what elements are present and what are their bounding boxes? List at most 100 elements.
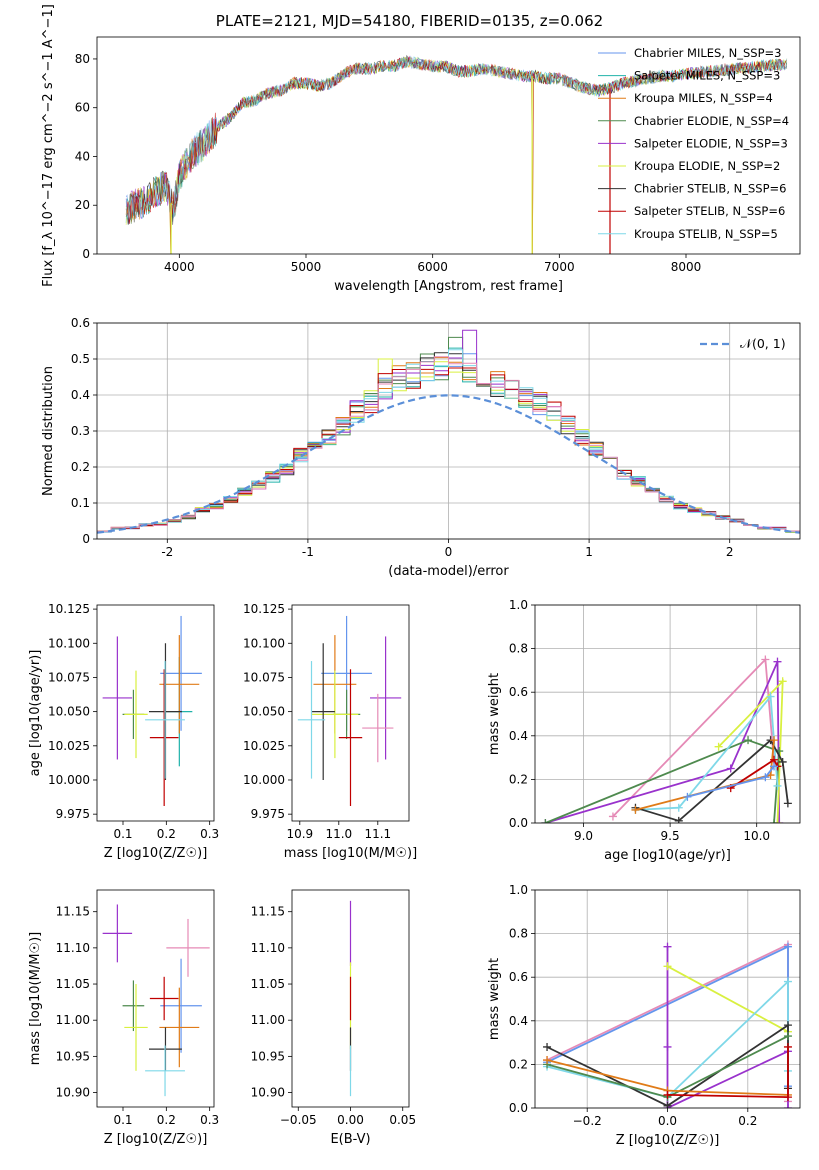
x-tick-label: 0.1 bbox=[113, 1113, 132, 1127]
y-tick-label: 11.10 bbox=[251, 941, 285, 955]
x-tick-label: 11.1 bbox=[364, 827, 391, 841]
x-tick-label: 0.00 bbox=[337, 1113, 364, 1127]
x-tick-label: 10.0 bbox=[743, 829, 770, 843]
axes-frame bbox=[534, 604, 801, 824]
spectrum-line bbox=[125, 56, 788, 220]
y-tick-label: 0.0 bbox=[509, 816, 528, 830]
x-tick-label: 9.5 bbox=[661, 829, 680, 843]
y-tick-label: 0 bbox=[82, 532, 90, 546]
plus-marker bbox=[770, 762, 779, 771]
y-tick-label: 10.000 bbox=[243, 773, 285, 787]
y-tick-label: 0.4 bbox=[71, 388, 90, 402]
mass-vs-z-panel: 0.1 0.2 0.3 10.90 10.95 11.00 11.05 11.10 11.15 Z… bbox=[28, 889, 219, 1147]
y-tick-label: 80 bbox=[75, 52, 90, 66]
y-tick-label: 10.90 bbox=[251, 1086, 285, 1100]
y-tick-label: 10.100 bbox=[243, 636, 285, 650]
legend-label: 𝒩(0, 1) bbox=[740, 336, 786, 351]
axes-frame bbox=[96, 322, 801, 540]
mass-vs-ebv-panel: −0.05 0.00 0.05 10.90 10.95 11.00 11.05 11.10 11… bbox=[251, 889, 416, 1147]
y-tick-label: 10.90 bbox=[56, 1086, 90, 1100]
x-tick-label: 0.3 bbox=[200, 1113, 219, 1127]
x-tick-label: -2 bbox=[161, 545, 173, 559]
weight-vs-age-lines bbox=[541, 655, 792, 823]
x-axis-label: age [log10(age/yr)] bbox=[604, 848, 731, 863]
y-tick-label: 0.5 bbox=[71, 352, 90, 366]
y-tick-label: 9.975 bbox=[251, 807, 285, 821]
x-tick-label: 0.0 bbox=[658, 1114, 677, 1128]
y-tick-label: 10.025 bbox=[48, 739, 90, 753]
y-tick-label: 11.00 bbox=[56, 1013, 90, 1027]
plus-marker bbox=[663, 1090, 672, 1099]
plus-marker bbox=[761, 773, 770, 782]
x-tick-label: 0.2 bbox=[738, 1114, 757, 1128]
y-tick-label: 0 bbox=[82, 247, 90, 261]
plus-marker bbox=[766, 692, 775, 701]
legend-label: Kroupa MILES, N_SSP=4 bbox=[634, 91, 773, 105]
plus-marker bbox=[744, 736, 753, 745]
legend-label: Kroupa ELODIE, N_SSP=2 bbox=[634, 159, 780, 173]
y-tick-label: 11.10 bbox=[56, 941, 90, 955]
legend-label: Kroupa STELIB, N_SSP=5 bbox=[634, 227, 778, 241]
axes-frame bbox=[291, 889, 410, 1108]
plus-marker bbox=[783, 1021, 792, 1030]
y-tick-label: 0.4 bbox=[509, 1014, 528, 1028]
y-tick-label: 11.00 bbox=[251, 1013, 285, 1027]
y-tick-label: 0.2 bbox=[509, 772, 528, 786]
weight-line bbox=[667, 965, 789, 1033]
weight-line bbox=[545, 661, 781, 823]
y-tick-label: 10.125 bbox=[48, 602, 90, 616]
x-tick-label: −0.05 bbox=[280, 1113, 317, 1127]
axes-frame bbox=[291, 604, 410, 822]
plus-marker bbox=[770, 819, 779, 823]
spectrum-line bbox=[125, 56, 787, 254]
normal-curve bbox=[97, 394, 800, 534]
age-vs-mass-points bbox=[297, 615, 402, 806]
x-tick-label: 0 bbox=[445, 545, 453, 559]
y-tick-label: 11.05 bbox=[251, 977, 285, 991]
plus-marker bbox=[663, 962, 672, 971]
weight-vs-z-panel: −0.2 0.0 0.2 0.0 0.2 0.4 0.6 0.8 1.0 Z [log10(Z/Z… bbox=[487, 883, 801, 1148]
age-vs-z-points bbox=[102, 615, 202, 806]
weight-vs-z-lines bbox=[543, 940, 792, 1108]
plus-marker bbox=[631, 805, 640, 814]
residual-panel: -2 -1 0 1 2 0 0.1 0.2 0.3 0.4 0.5 0.6 (data-model)/e… bbox=[41, 316, 801, 579]
y-tick-label: 0.8 bbox=[509, 927, 528, 941]
x-axis-label: (data-model)/error bbox=[388, 564, 509, 579]
axes-frame bbox=[534, 889, 801, 1109]
legend-label: Salpeter ELODIE, N_SSP=3 bbox=[634, 136, 788, 150]
plus-marker bbox=[683, 792, 692, 801]
plus-marker bbox=[663, 1042, 672, 1051]
plus-marker bbox=[783, 1093, 792, 1102]
x-axis-label: Z [log10(Z/Z☉)] bbox=[616, 1133, 720, 1148]
x-axis-label: mass [log10(M/M☉)] bbox=[284, 846, 417, 861]
y-tick-label: 40 bbox=[75, 149, 90, 163]
x-axis-label: Z [log10(Z/Z☉)] bbox=[104, 1132, 208, 1147]
y-tick-label: 0.6 bbox=[509, 970, 528, 984]
x-tick-label: 0.3 bbox=[200, 827, 219, 841]
y-tick-label: 10.95 bbox=[56, 1049, 90, 1063]
weight-vs-age-panel: 9.0 9.5 10.0 0.0 0.2 0.4 0.6 0.8 1.0 age [log10(a… bbox=[487, 598, 801, 863]
y-tick-label: 10.125 bbox=[243, 602, 285, 616]
plus-marker bbox=[608, 812, 617, 821]
spectrum-legend: Chabrier MILES, N_SSP=3 Salpeter MILES, N… bbox=[598, 46, 789, 241]
x-tick-label: 9.0 bbox=[574, 829, 593, 843]
age-vs-mass-panel: 10.9 11.0 11.1 9.975 10.000 10.025 10.050 10.07… bbox=[243, 602, 417, 861]
plus-marker bbox=[663, 942, 672, 951]
x-tick-label: 0.05 bbox=[389, 1113, 416, 1127]
x-axis-label: wavelength [Angstrom, rest frame] bbox=[334, 279, 563, 294]
x-tick-label: -1 bbox=[302, 545, 314, 559]
y-tick-label: 10.075 bbox=[48, 670, 90, 684]
y-tick-label: 0.6 bbox=[509, 685, 528, 699]
x-tick-label: 7000 bbox=[544, 260, 575, 274]
mass-vs-z-points bbox=[102, 904, 210, 1097]
spectrum-lines bbox=[125, 54, 788, 254]
axes-frame bbox=[96, 36, 801, 255]
y-tick-label: 0.6 bbox=[71, 316, 90, 330]
plus-marker bbox=[674, 803, 683, 812]
plus-marker bbox=[761, 655, 770, 664]
y-axis-label: Flux [f_λ 10^−17 erg cm^−2 s^−1 A^−1] bbox=[41, 4, 56, 287]
plus-marker bbox=[773, 657, 782, 666]
x-tick-label: 0.1 bbox=[113, 827, 132, 841]
plus-marker bbox=[773, 819, 782, 823]
legend-label: Salpeter STELIB, N_SSP=6 bbox=[634, 204, 785, 218]
